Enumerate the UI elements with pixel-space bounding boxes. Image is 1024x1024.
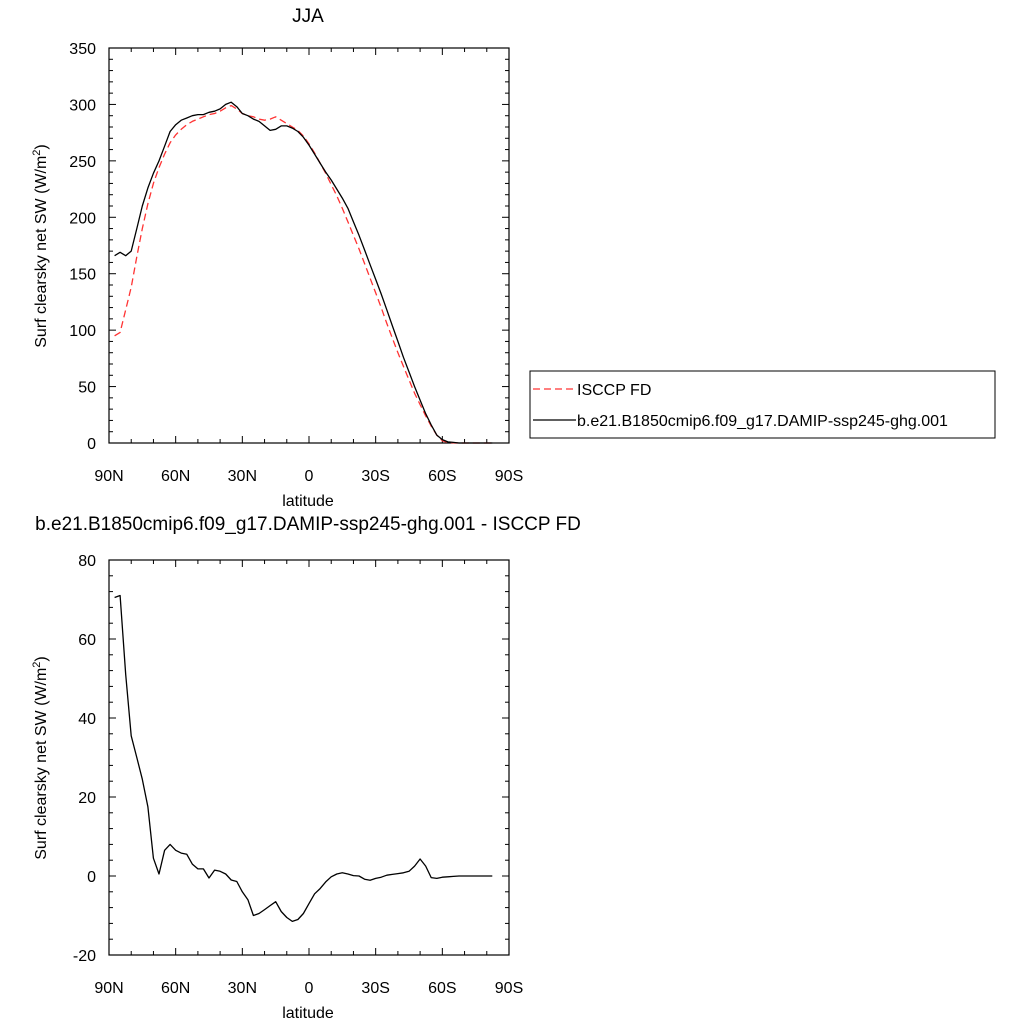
plot-frame [108,559,510,956]
y-tick-label: 200 [69,210,96,227]
x-tick-label: 0 [305,468,314,485]
bottom-x-axis-label: latitude [282,1005,334,1022]
y-tick-label: 0 [87,869,96,886]
series-line-model [114,594,493,923]
y-tick-label: 250 [69,154,96,171]
top-plot-area: 90N 60N 30N 0 30S 60S 90S 0 50 100 150 200 250 300 350 [69,41,523,485]
legend-label-isccp: ISCCP FD [577,382,651,399]
legend-label-model: b.e21.B1850cmip6.f09_g17.DAMIP-ssp245-gh… [577,413,948,430]
x-tick-label: 60S [428,468,456,485]
y-tick-label: 300 [69,97,96,114]
x-tick-label: 90N [94,468,123,485]
y-tick-label: -20 [73,948,96,965]
x-tick-label: 90S [495,468,523,485]
x-tick-label: 0 [305,980,314,997]
y-tick-label: 50 [78,380,96,397]
x-tick-label: 60N [161,468,190,485]
y-tick-label: 40 [78,711,96,728]
bottom-plot-area: 90N 60N 30N 0 30S 60S 90S -20 0 20 40 60 80 [73,553,523,997]
x-tick-label: 60S [428,980,456,997]
plot-frame [108,47,510,444]
x-tick-label: 30S [361,468,389,485]
top-x-axis-label: latitude [282,493,334,510]
legend-box [529,370,996,439]
x-tick-label: 30N [228,468,257,485]
bottom-plot-title: b.e21.B1850cmip6.f09_g17.DAMIP-ssp245-gh… [35,514,581,535]
x-tick-label: 30N [228,980,257,997]
top-y-axis-label: Surf clearsky net SW (W/m2) [31,144,50,347]
x-tick-label: 30S [361,980,389,997]
y-tick-label: 60 [78,632,96,649]
legend: ISCCP FD b.e21.B1850cmip6.f09_g17.DAMIP-… [529,370,996,439]
series-line-isccp [114,104,493,444]
y-tick-label: 20 [78,790,96,807]
top-plot-title: JJA [292,6,324,27]
bottom-y-axis-label: Surf clearsky net SW (W/m2) [31,656,50,859]
y-tick-label: 100 [69,323,96,340]
y-tick-label: 150 [69,267,96,284]
series-line-model [114,101,493,444]
x-tick-label: 90N [94,980,123,997]
y-tick-label: 0 [87,436,96,453]
y-tick-label: 350 [69,41,96,58]
x-tick-label: 90S [495,980,523,997]
y-tick-label: 80 [78,553,96,570]
x-tick-label: 60N [161,980,190,997]
